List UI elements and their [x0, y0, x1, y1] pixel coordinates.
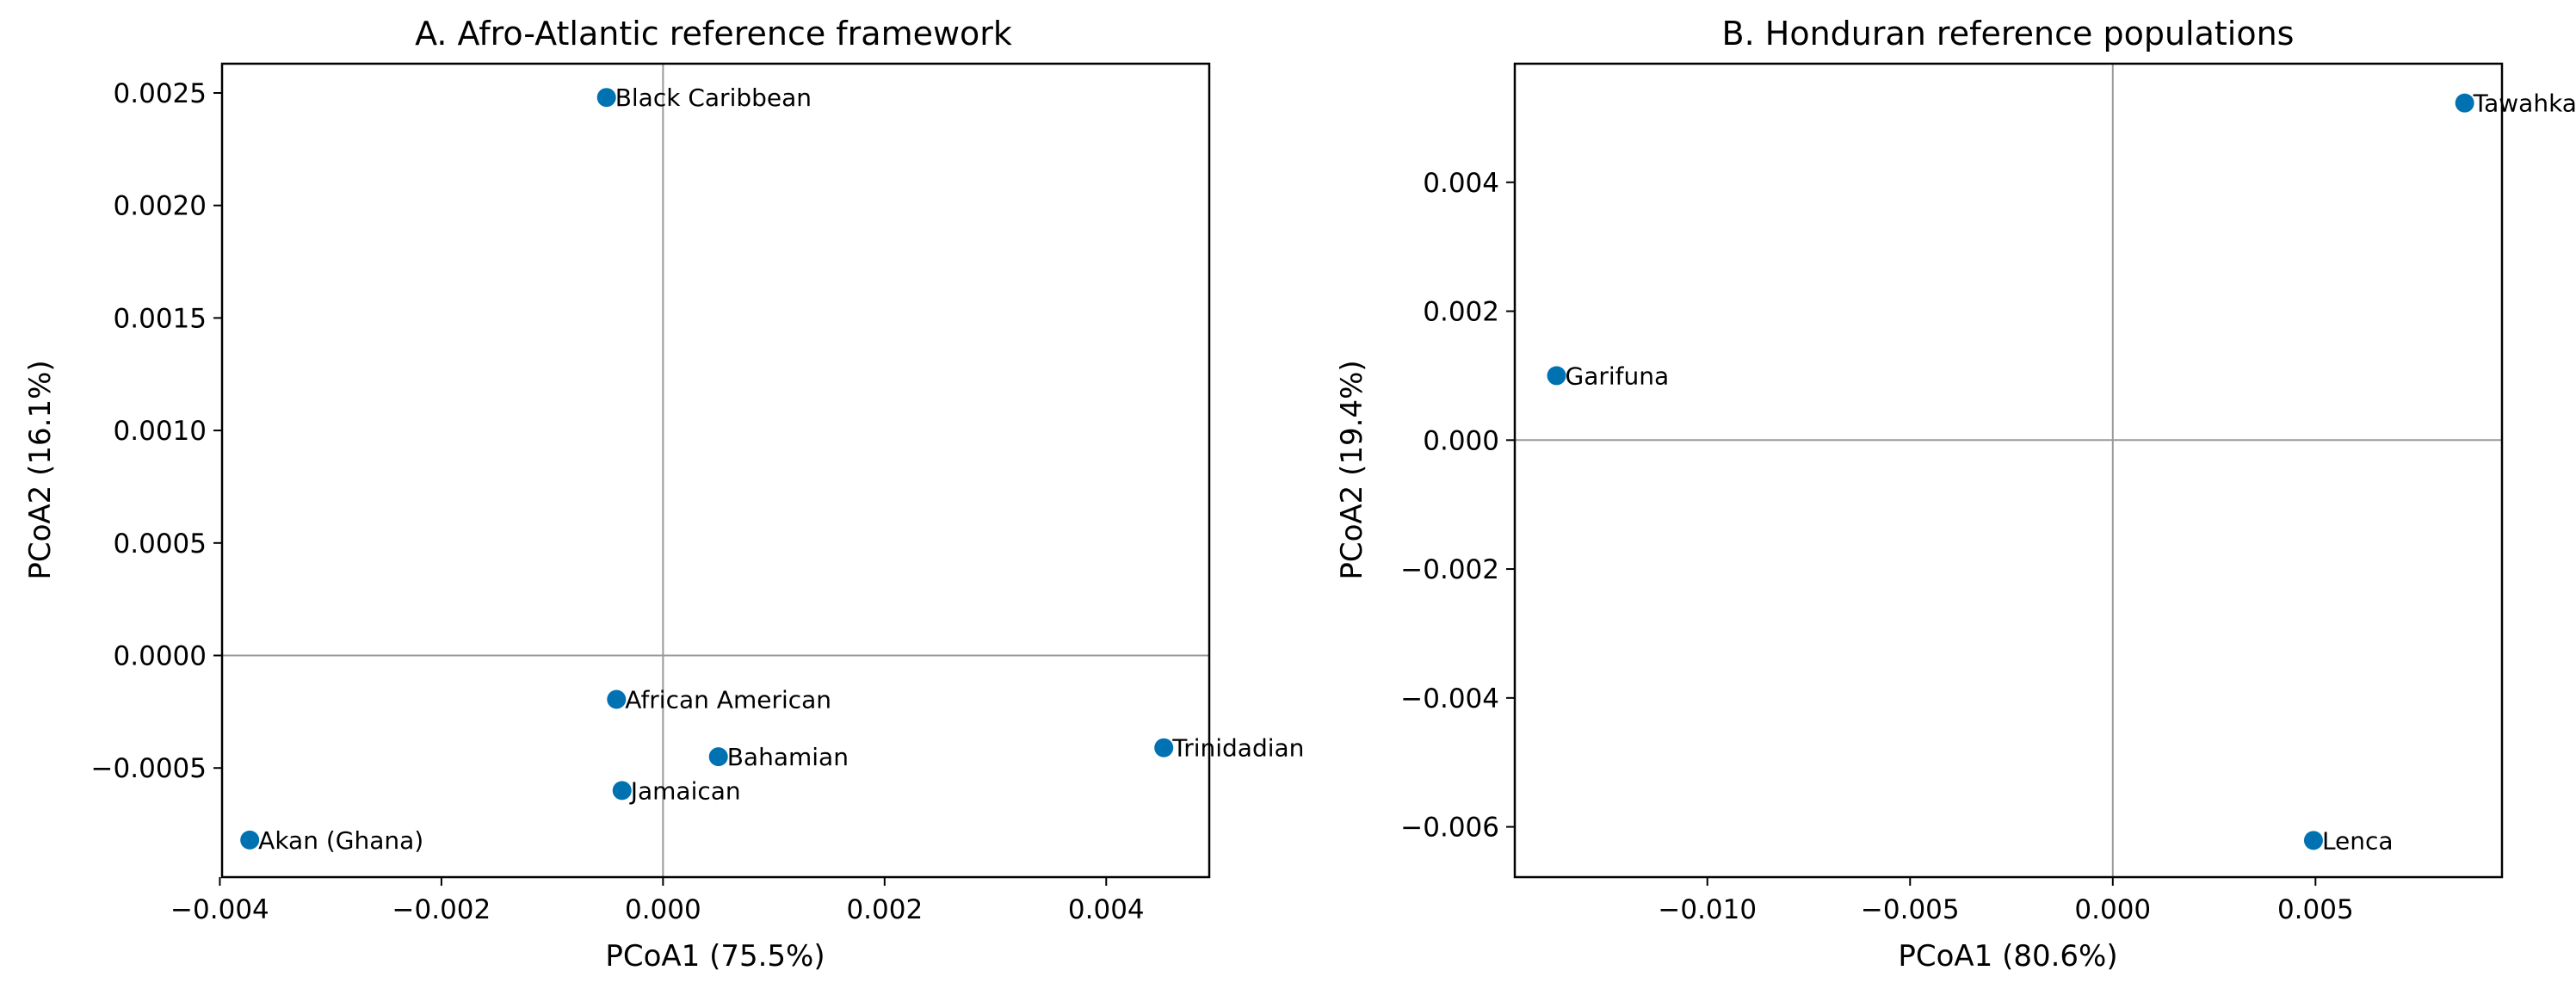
data-point: [708, 747, 728, 767]
point-label: Jamaican: [629, 776, 741, 805]
chart-title: A. Afro-Atlantic reference framework: [415, 15, 1012, 53]
data-point: [612, 781, 632, 801]
y-tick-label: 0.0025: [114, 78, 207, 109]
y-ticks: −0.006 −0.004 −0.002 0.000 0.002 0.004: [1400, 168, 1515, 844]
reference-lines: [222, 64, 1209, 877]
x-tick-label: −0.004: [170, 894, 269, 925]
y-tick-label: −0.006: [1400, 813, 1499, 844]
data-point: [2303, 831, 2323, 850]
data-points: Black Caribbean African American Bahamian T…: [240, 83, 1304, 855]
data-point: [2455, 93, 2474, 113]
x-tick-label: −0.002: [392, 894, 491, 925]
x-tick-label: 0.002: [846, 894, 923, 925]
data-point: [607, 689, 627, 709]
point-label: Trinidadian: [1171, 734, 1304, 763]
x-tick-label: 0.000: [2074, 894, 2151, 925]
data-point: [1154, 738, 1174, 757]
data-points: Tawahka Garifuna Lenca: [1547, 90, 2576, 855]
y-tick-label: −0.004: [1400, 683, 1499, 714]
y-tick-label: −0.002: [1400, 554, 1499, 585]
point-label: Black Caribbean: [615, 83, 812, 112]
data-point: [240, 830, 260, 850]
y-tick-label: 0.000: [1423, 425, 1499, 456]
chart-title: B. Honduran reference populations: [1722, 15, 2295, 53]
point-label: Akan (Ghana): [258, 826, 423, 855]
x-axis-label: PCoA1 (80.6%): [1898, 939, 2117, 974]
point-label: Lenca: [2322, 826, 2394, 855]
x-tick-label: 0.000: [625, 894, 701, 925]
y-tick-label: 0.0005: [114, 529, 207, 560]
x-ticks: −0.010 −0.005 0.000 0.005: [1658, 877, 2354, 925]
y-axis-label: PCoA2 (16.1%): [23, 360, 58, 579]
y-tick-label: 0.0010: [114, 416, 207, 447]
y-tick-label: 0.002: [1423, 297, 1499, 328]
x-ticks: −0.004 −0.002 0.000 0.002 0.004: [170, 877, 1145, 925]
x-tick-label: 0.005: [2277, 894, 2354, 925]
y-tick-label: 0.004: [1423, 168, 1499, 199]
point-label: Bahamian: [727, 743, 849, 771]
x-tick-label: −0.005: [1861, 894, 1960, 925]
y-axis-label: PCoA2 (19.4%): [1335, 360, 1369, 579]
y-tick-label: 0.0015: [114, 303, 207, 334]
panel-a: A. Afro-Atlantic reference framework Bla…: [23, 15, 1304, 974]
y-tick-label: −0.0005: [91, 753, 207, 784]
y-ticks: −0.0005 0.0000 0.0005 0.0010 0.0015 0.0020 0.0…: [91, 78, 222, 784]
point-label: African American: [625, 685, 831, 714]
x-axis-label: PCoA1 (75.5%): [605, 939, 825, 974]
point-label: Tawahka: [2473, 90, 2576, 118]
plot-frame: [1513, 62, 2504, 879]
data-point: [1547, 366, 1566, 386]
y-tick-label: 0.0000: [114, 641, 207, 672]
plot-frame: [220, 62, 1211, 879]
data-point: [596, 88, 616, 108]
point-label: Garifuna: [1566, 362, 1670, 390]
y-tick-label: 0.0020: [114, 191, 207, 222]
x-tick-label: −0.010: [1658, 894, 1757, 925]
panel-b: B. Honduran reference populations Tawahk…: [1335, 15, 2576, 974]
x-tick-label: 0.004: [1068, 894, 1145, 925]
reference-lines: [1515, 64, 2502, 877]
